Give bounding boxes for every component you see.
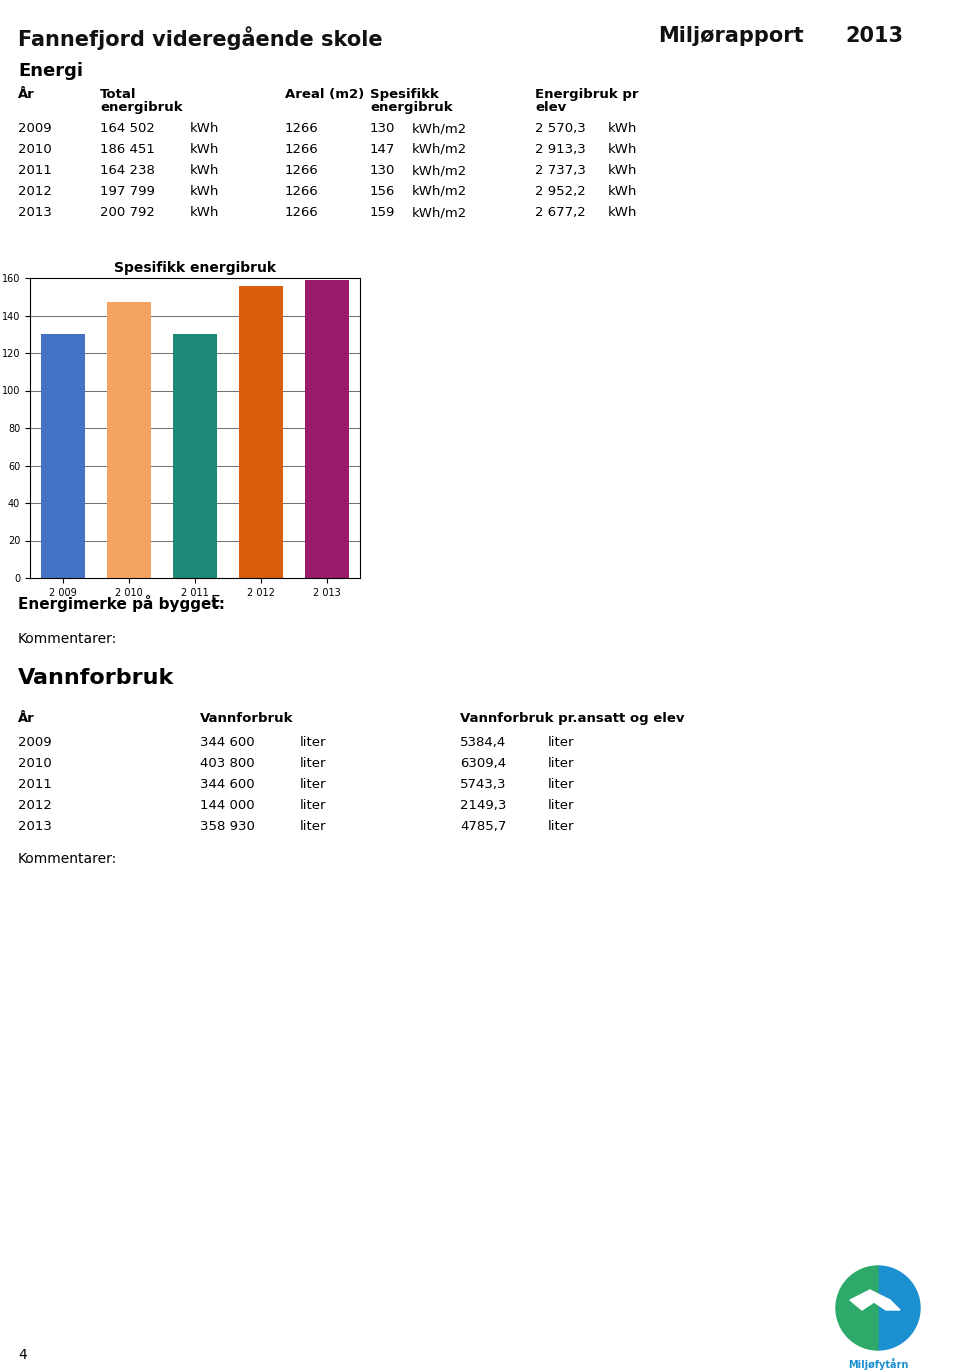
Text: liter: liter xyxy=(300,736,326,749)
Text: 6309,4: 6309,4 xyxy=(460,757,506,771)
Text: 130: 130 xyxy=(370,122,396,134)
Text: Vannforbruk: Vannforbruk xyxy=(200,712,294,725)
Text: 2011: 2011 xyxy=(18,165,52,177)
Text: 186 451: 186 451 xyxy=(100,143,155,156)
Text: kWh: kWh xyxy=(608,122,637,134)
Text: 344 600: 344 600 xyxy=(200,777,254,791)
Text: 130: 130 xyxy=(370,165,396,177)
Text: 1266: 1266 xyxy=(285,165,319,177)
Text: År: År xyxy=(18,88,35,101)
Text: 1266: 1266 xyxy=(285,122,319,134)
Text: 2011: 2011 xyxy=(18,777,52,791)
Text: 403 800: 403 800 xyxy=(200,757,254,771)
Bar xyxy=(238,285,283,579)
Bar xyxy=(40,335,85,579)
Text: 2 570,3: 2 570,3 xyxy=(535,122,586,134)
Text: E: E xyxy=(210,595,220,610)
Text: kWh: kWh xyxy=(190,206,220,219)
Text: 144 000: 144 000 xyxy=(200,799,254,812)
Text: 2 952,2: 2 952,2 xyxy=(535,185,586,197)
Bar xyxy=(304,280,349,579)
Text: liter: liter xyxy=(300,777,326,791)
Text: 358 930: 358 930 xyxy=(200,820,254,834)
Text: kWh/m2: kWh/m2 xyxy=(412,206,468,219)
Text: 4: 4 xyxy=(18,1348,27,1361)
Text: 2 677,2: 2 677,2 xyxy=(535,206,586,219)
Text: kWh: kWh xyxy=(608,143,637,156)
Wedge shape xyxy=(836,1265,878,1350)
Text: liter: liter xyxy=(300,757,326,771)
Text: Energi: Energi xyxy=(18,62,83,80)
Text: 2149,3: 2149,3 xyxy=(460,799,506,812)
Text: 164 238: 164 238 xyxy=(100,165,155,177)
Text: 2010: 2010 xyxy=(18,757,52,771)
Text: 2013: 2013 xyxy=(845,26,903,47)
Text: 200 792: 200 792 xyxy=(100,206,155,219)
Text: 2 913,3: 2 913,3 xyxy=(535,143,586,156)
Text: 5743,3: 5743,3 xyxy=(460,777,507,791)
Text: kWh: kWh xyxy=(190,143,220,156)
Text: 2009: 2009 xyxy=(18,736,52,749)
Text: Energibruk pr: Energibruk pr xyxy=(535,88,638,101)
Text: liter: liter xyxy=(548,736,574,749)
Text: energibruk: energibruk xyxy=(100,101,182,114)
Text: liter: liter xyxy=(548,757,574,771)
Text: kWh/m2: kWh/m2 xyxy=(412,165,468,177)
Text: 2 737,3: 2 737,3 xyxy=(535,165,586,177)
Text: Vannforbruk: Vannforbruk xyxy=(18,668,175,688)
Text: Vannforbruk pr.ansatt og elev: Vannforbruk pr.ansatt og elev xyxy=(460,712,684,725)
Text: Spesifikk: Spesifikk xyxy=(370,88,439,101)
Text: 2012: 2012 xyxy=(18,799,52,812)
Title: Spesifikk energibruk: Spesifikk energibruk xyxy=(114,262,276,276)
Text: 1266: 1266 xyxy=(285,143,319,156)
Text: 344 600: 344 600 xyxy=(200,736,254,749)
Text: 2013: 2013 xyxy=(18,820,52,834)
Text: kWh/m2: kWh/m2 xyxy=(412,143,468,156)
Text: Areal (m2): Areal (m2) xyxy=(285,88,364,101)
Text: Kommentarer:: Kommentarer: xyxy=(18,851,117,866)
Text: elev: elev xyxy=(535,101,566,114)
Text: Total: Total xyxy=(100,88,136,101)
Text: 197 799: 197 799 xyxy=(100,185,155,197)
Text: 164 502: 164 502 xyxy=(100,122,155,134)
Text: 2009: 2009 xyxy=(18,122,52,134)
Text: År: År xyxy=(18,712,35,725)
Text: kWh: kWh xyxy=(608,185,637,197)
Bar xyxy=(173,335,217,579)
Text: liter: liter xyxy=(548,820,574,834)
Text: kWh/m2: kWh/m2 xyxy=(412,185,468,197)
Text: 2013: 2013 xyxy=(18,206,52,219)
Text: liter: liter xyxy=(548,777,574,791)
Text: Kommentarer:: Kommentarer: xyxy=(18,632,117,646)
Text: kWh: kWh xyxy=(190,185,220,197)
Text: Miljørapport: Miljørapport xyxy=(658,26,804,47)
Text: 4785,7: 4785,7 xyxy=(460,820,506,834)
Text: kWh/m2: kWh/m2 xyxy=(412,122,468,134)
Text: kWh: kWh xyxy=(190,165,220,177)
Text: Fannefjord videregående skole: Fannefjord videregående skole xyxy=(18,26,383,49)
Polygon shape xyxy=(850,1290,900,1311)
Text: kWh: kWh xyxy=(190,122,220,134)
Text: Miljøfytårn: Miljøfytårn xyxy=(848,1359,908,1370)
Wedge shape xyxy=(878,1265,920,1350)
Text: Energimerke på bygget:: Energimerke på bygget: xyxy=(18,595,225,611)
Text: 147: 147 xyxy=(370,143,396,156)
Text: 2010: 2010 xyxy=(18,143,52,156)
Text: kWh: kWh xyxy=(608,206,637,219)
Text: 1266: 1266 xyxy=(285,206,319,219)
Text: liter: liter xyxy=(548,799,574,812)
Text: liter: liter xyxy=(300,820,326,834)
Text: 5384,4: 5384,4 xyxy=(460,736,506,749)
Text: 1266: 1266 xyxy=(285,185,319,197)
Text: liter: liter xyxy=(300,799,326,812)
Text: 156: 156 xyxy=(370,185,396,197)
Text: kWh: kWh xyxy=(608,165,637,177)
Text: 2012: 2012 xyxy=(18,185,52,197)
Bar xyxy=(107,303,152,579)
Text: 159: 159 xyxy=(370,206,396,219)
Text: energibruk: energibruk xyxy=(370,101,452,114)
